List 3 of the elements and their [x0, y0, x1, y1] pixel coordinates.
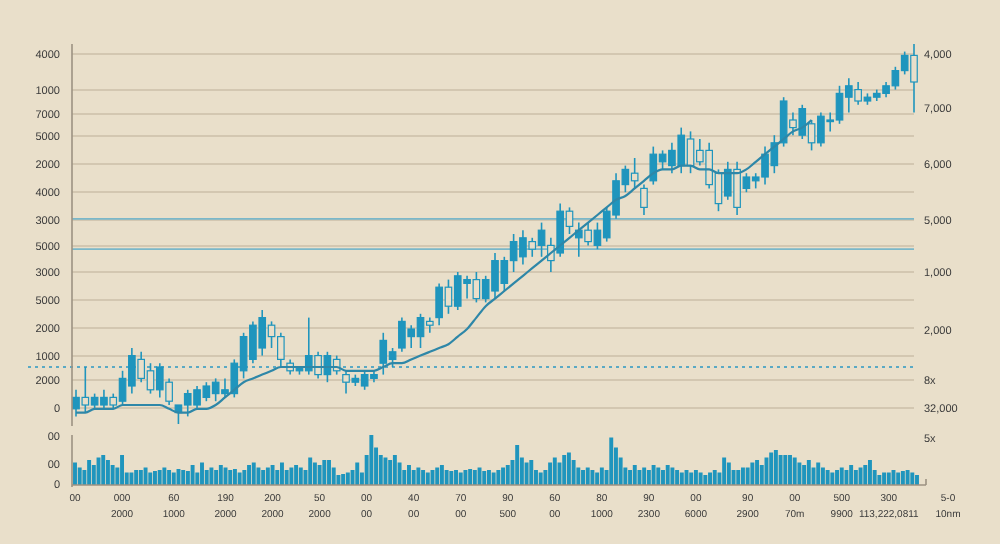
- candlestick: [649, 145, 658, 186]
- candlestick: [640, 183, 648, 216]
- candlestick: [379, 332, 388, 376]
